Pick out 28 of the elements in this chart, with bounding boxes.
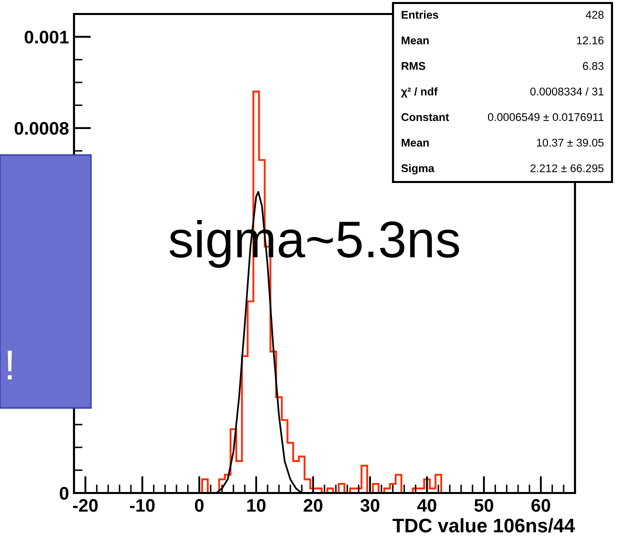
annotation: 10.37 ± 39.05 [536, 138, 604, 147]
x-tick-label: 30 [360, 499, 380, 512]
x-tick-label: 40 [417, 499, 436, 512]
text: ! [8, 350, 12, 380]
x-tick-label: 20 [304, 499, 322, 512]
x-tick-label: 50 [474, 499, 494, 512]
y-tick-label: 0 [60, 486, 68, 500]
x-tick-label: 10 [247, 499, 266, 512]
y-tick-label: 0.001 [24, 30, 69, 44]
x-axis-title: TDC value 106ns/44 [392, 518, 575, 533]
x-tick-label: -20 [73, 499, 98, 512]
annotation: 0.0008334 / 31 [530, 87, 604, 96]
annotation: Mean [402, 138, 429, 147]
x-tick-label: -10 [130, 499, 155, 512]
annotation: χ² / ndf [401, 87, 438, 98]
annotation: 0.0006549 ± 0.0176911 [488, 113, 604, 122]
x-tick-label: 60 [531, 499, 550, 512]
text: 428 [586, 10, 604, 19]
annotation: Constant [401, 113, 450, 122]
x-tick-label: 0 [194, 499, 204, 512]
annotation: 2.212 ± 66.295 [530, 164, 604, 172]
text: 12.16 [577, 36, 604, 44]
y-tick-label: 0.0008 [14, 122, 69, 135]
annotation: Mean [402, 36, 429, 44]
annotation: Entries [402, 10, 438, 19]
text: 6.83 [582, 62, 604, 70]
annotation: RMS [402, 62, 426, 70]
annotation: Sigma [401, 164, 434, 174]
